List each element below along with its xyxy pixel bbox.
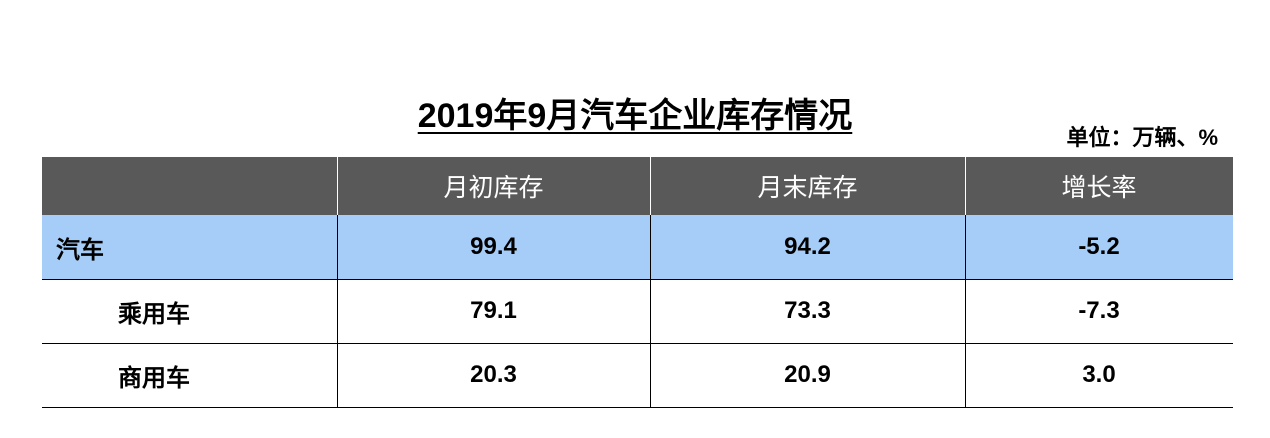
column-header: 月初库存	[337, 157, 650, 215]
row-border	[42, 343, 1233, 344]
column-header: 增长率	[965, 157, 1233, 215]
header-divider	[650, 157, 651, 215]
value-cell: 73.3	[784, 297, 831, 324]
row-label: 商用车	[118, 364, 190, 392]
row-border	[42, 407, 1233, 408]
title: 2019年9月汽车企业库存情况	[0, 88, 1270, 137]
header-divider	[965, 157, 966, 215]
highlight-row	[42, 215, 1233, 279]
value-cell: 79.1	[470, 297, 517, 324]
column-border	[965, 157, 966, 407]
header-divider	[337, 157, 338, 215]
value-cell: 99.4	[470, 233, 517, 260]
value-cell: 3.0	[1082, 361, 1116, 388]
value-cell: -7.3	[1078, 297, 1120, 324]
row-label: 乘用车	[118, 300, 190, 328]
row-label: 汽车	[56, 236, 104, 264]
value-cell: 20.9	[784, 361, 831, 388]
value-cell: 94.2	[784, 233, 831, 260]
column-header: 月末库存	[650, 157, 965, 215]
value-cell: 20.3	[470, 361, 517, 388]
column-border	[337, 157, 338, 407]
unit-label: 单位：万辆、%	[1066, 125, 1218, 150]
title-text: 2019年9月汽车企业库存情况	[417, 97, 853, 135]
column-border	[650, 157, 651, 407]
row-border	[42, 279, 1233, 280]
value-cell: -5.2	[1078, 233, 1120, 260]
